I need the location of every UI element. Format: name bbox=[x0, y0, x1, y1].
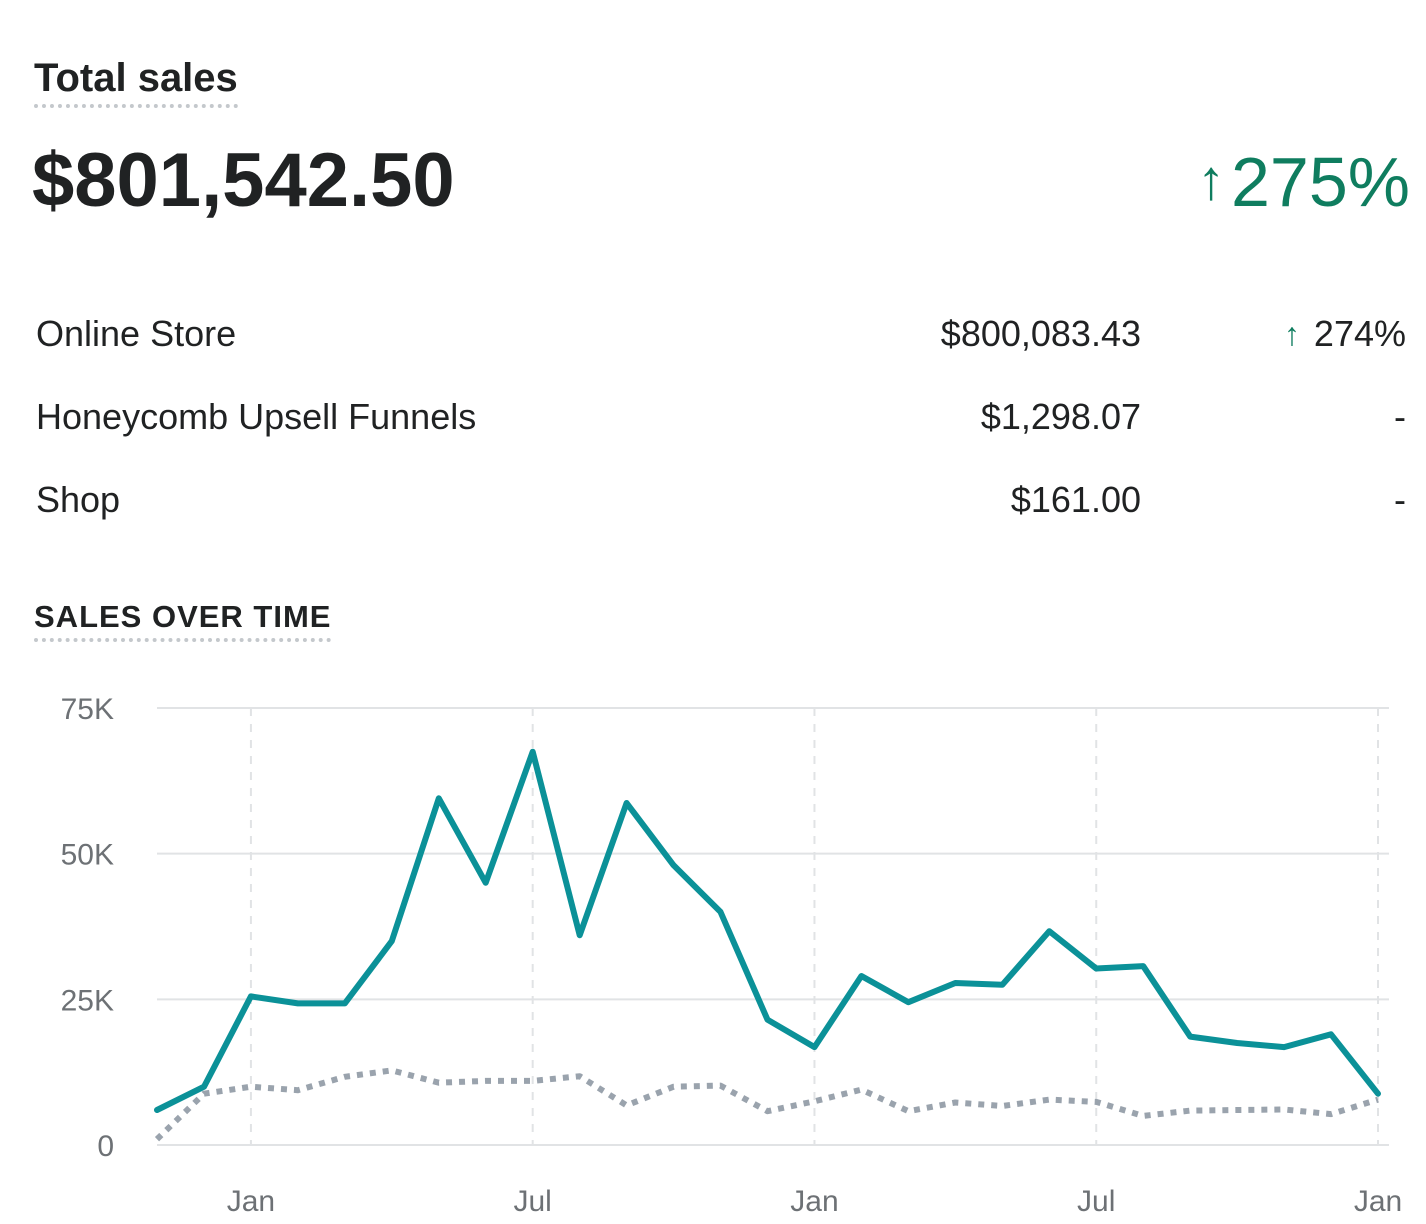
y-tick-label: 0 bbox=[97, 1130, 114, 1163]
previous-period-line bbox=[154, 1067, 1379, 1142]
channel-amount: $800,083.43 bbox=[940, 313, 1141, 354]
x-tick-label: Jan bbox=[790, 1185, 838, 1218]
section-title[interactable]: SALES OVER TIME bbox=[34, 598, 332, 642]
x-tick-label: Jan bbox=[227, 1185, 275, 1218]
channel-change-value: - bbox=[1394, 479, 1406, 520]
breakdown-row: Honeycomb Upsell Funnels $1,298.07 - bbox=[36, 389, 1406, 472]
total-change-percent: 275% bbox=[1230, 143, 1410, 221]
channel-change: - bbox=[1380, 389, 1406, 445]
x-tick-label: Jul bbox=[1077, 1185, 1115, 1218]
channel-change: ↑ 274% bbox=[1284, 306, 1406, 362]
x-tick-label: Jan bbox=[1354, 1185, 1402, 1218]
arrow-up-icon: ↑ bbox=[1283, 316, 1300, 352]
channel-change-value: 274% bbox=[1313, 313, 1406, 354]
y-tick-label: 25K bbox=[61, 984, 114, 1017]
total-sales-change: ↑ 275% bbox=[1197, 142, 1410, 222]
channel-name: Honeycomb Upsell Funnels bbox=[36, 396, 477, 437]
breakdown-row: Online Store $800,083.43 ↑ 274% bbox=[36, 306, 1406, 389]
y-tick-label: 75K bbox=[61, 693, 114, 726]
sales-over-time-chart[interactable]: 0 25K 50K 75K Jan Jul Jan Jul Jan bbox=[0, 660, 1426, 1224]
sales-breakdown: Online Store $800,083.43 ↑ 274% Honeycom… bbox=[36, 306, 1406, 555]
current-period-line bbox=[154, 748, 1381, 1113]
y-tick-label: 50K bbox=[61, 839, 114, 872]
channel-name: Shop bbox=[36, 479, 121, 520]
channel-name: Online Store bbox=[36, 313, 237, 354]
arrow-up-icon: ↑ bbox=[1196, 148, 1225, 211]
breakdown-row: Shop $161.00 - bbox=[36, 472, 1406, 555]
channel-change-value: - bbox=[1394, 396, 1406, 437]
channel-amount: $161.00 bbox=[1010, 479, 1141, 520]
card-title[interactable]: Total sales bbox=[34, 54, 238, 108]
channel-change: - bbox=[1380, 472, 1406, 528]
total-sales-value: $801,542.50 bbox=[32, 138, 455, 223]
x-tick-label: Jul bbox=[514, 1185, 552, 1218]
channel-amount: $1,298.07 bbox=[980, 396, 1141, 437]
